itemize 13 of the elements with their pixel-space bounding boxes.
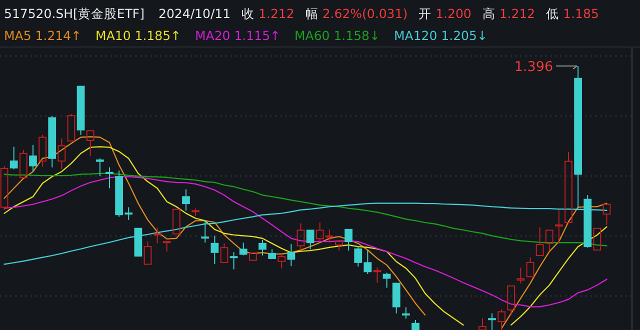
text: 2024/10/11	[158, 6, 231, 21]
text: MA10 1.185↑	[96, 28, 182, 43]
text: 收 1.212	[242, 6, 294, 21]
text: 开 1.200	[418, 6, 472, 21]
text: 幅 2.62%(0.031)	[305, 6, 408, 21]
text: MA5 1.214↑	[4, 28, 82, 43]
annotation: 1.396	[514, 59, 554, 75]
text: MA20 1.115↑	[195, 28, 280, 43]
text: 低 1.185	[546, 6, 599, 21]
text: MA60 1.158↓	[294, 28, 380, 43]
text: 高 1.212	[482, 6, 536, 21]
chart-title: 517520.SH[黄金股ETF]	[4, 6, 145, 21]
text: MA120 1.205↓	[394, 28, 488, 43]
